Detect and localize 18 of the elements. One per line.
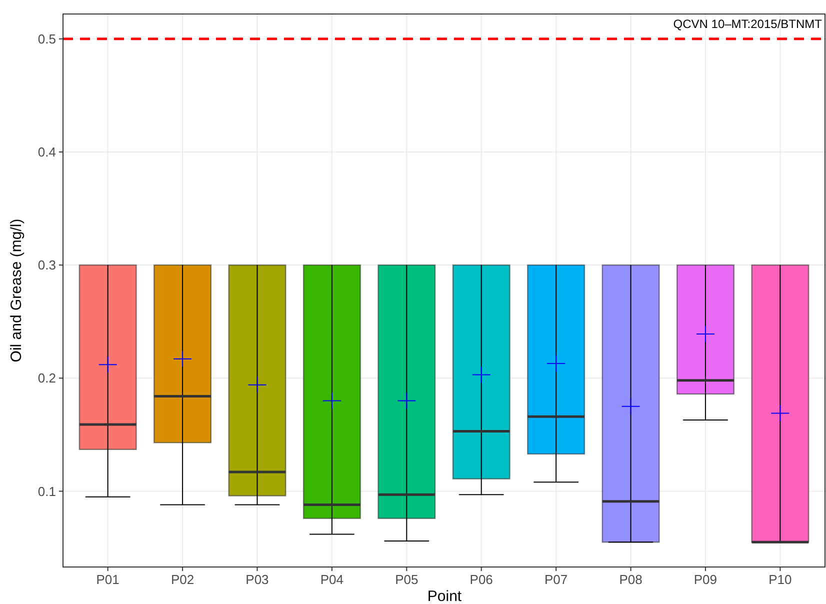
- y-axis-title: Oil and Grease (mg/l): [8, 218, 25, 362]
- x-tick-label: P01: [96, 572, 120, 587]
- x-tick-label: P03: [246, 572, 269, 587]
- y-tick-label: 0.1: [38, 484, 56, 499]
- y-tick-label: 0.3: [38, 258, 56, 273]
- x-tick-label: P07: [544, 572, 568, 587]
- x-tick-label: P05: [395, 572, 418, 587]
- x-tick-label: P04: [320, 572, 344, 587]
- y-tick-label: 0.4: [38, 144, 56, 160]
- x-tick-label: P02: [170, 572, 194, 587]
- x-tick-label: P09: [694, 572, 718, 587]
- x-axis-title: Point: [427, 588, 462, 604]
- y-tick-label: 0.5: [38, 31, 56, 46]
- x-tick-label: P10: [768, 572, 792, 587]
- annotation: QCVN 10–MT:2015/BTNMT: [673, 17, 823, 31]
- x-tick-label: P08: [619, 572, 642, 587]
- y-tick-label: 0.2: [38, 370, 56, 386]
- x-tick-label: P06: [470, 572, 493, 587]
